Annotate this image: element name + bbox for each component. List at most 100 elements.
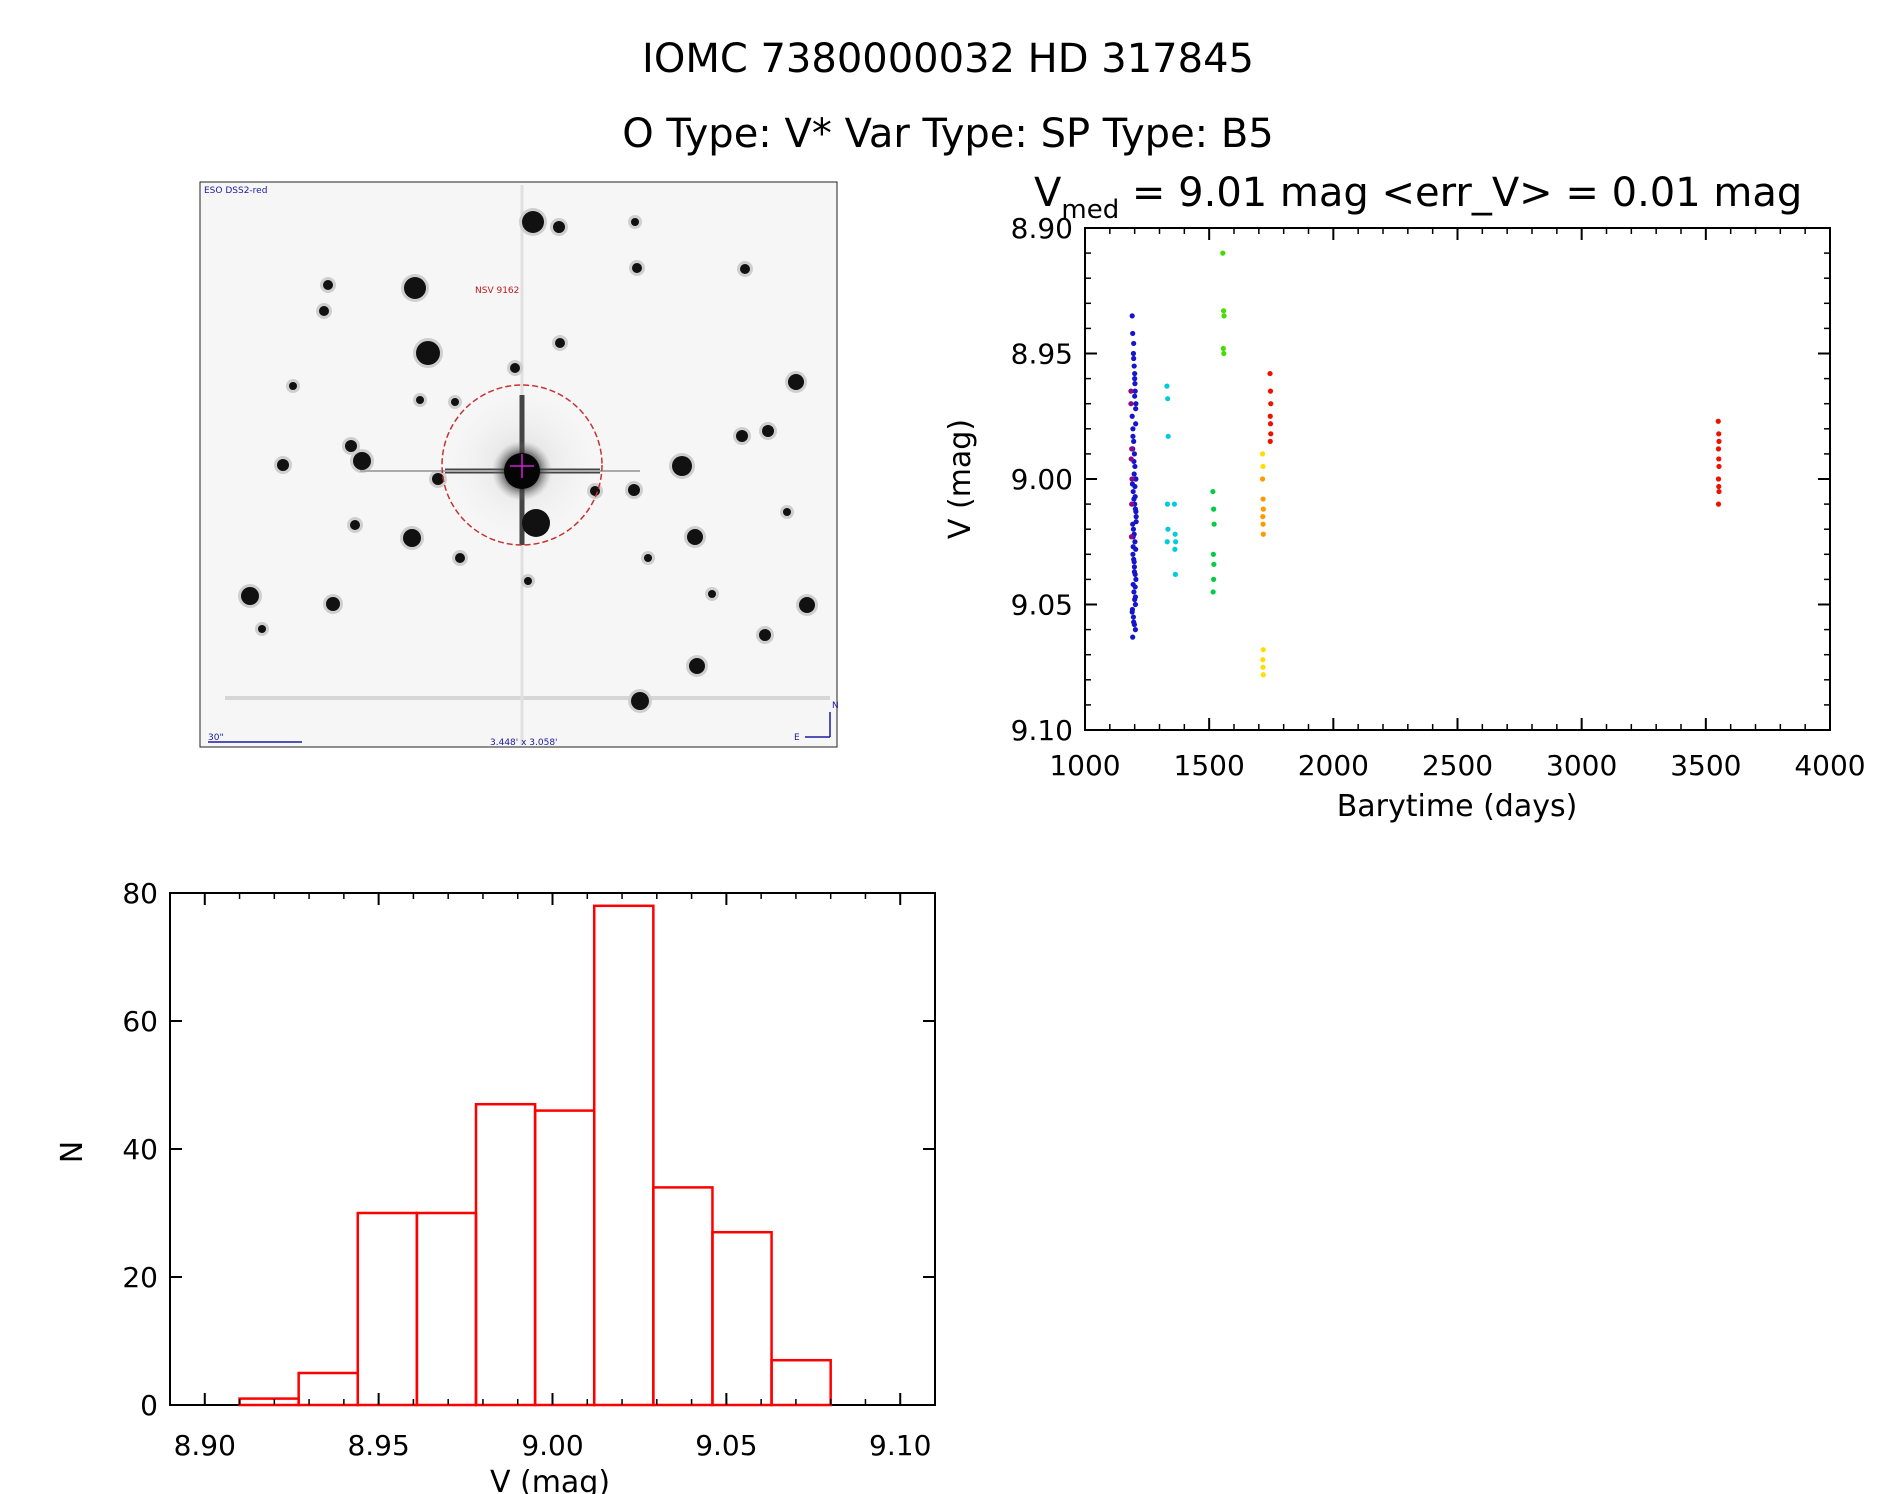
- star: [522, 211, 544, 233]
- lc-data-point: [1260, 664, 1266, 670]
- star: [631, 218, 639, 226]
- lc-y-axis-label: V (mag): [943, 419, 978, 539]
- lc-x-tick-label: 1000: [1049, 749, 1120, 782]
- hist-y-tick-label: 60: [122, 1005, 158, 1038]
- star: [432, 473, 444, 485]
- lc-data-point: [1132, 393, 1138, 399]
- lc-data-point: [1221, 313, 1227, 319]
- star: [759, 629, 771, 641]
- lc-data-point: [1267, 370, 1273, 377]
- lc-data-point: [1211, 576, 1217, 583]
- hist-x-tick-label: 9.05: [695, 1429, 757, 1462]
- lc-data-point: [1267, 421, 1274, 427]
- lc-data-point: [1716, 438, 1722, 444]
- lc-data-point: [1130, 330, 1136, 337]
- lc-data-point: [1172, 531, 1178, 537]
- lc-data-point: [1172, 571, 1178, 577]
- star: [762, 425, 774, 437]
- lc-data-point: [1132, 627, 1139, 633]
- star: [455, 553, 465, 563]
- hist-x-tick-label: 8.95: [347, 1429, 409, 1462]
- light-curve-chart: Vmed = 9.01 mag <err_V> = 0.01 mag 1000 1…: [943, 170, 1866, 824]
- lc-data-point: [1131, 569, 1138, 575]
- lc-data-point: [1267, 413, 1273, 419]
- lc-data-point: [1129, 609, 1135, 615]
- lc-data-point: [1259, 451, 1266, 457]
- lc-data-point: [1132, 370, 1138, 377]
- star: [451, 398, 459, 406]
- lc-axes: 1000 1500 2000 2500 3000 3500 4000 8.90 8.95 9.00…: [1011, 212, 1866, 782]
- lc-data-point: [1130, 426, 1136, 432]
- lc-data-point: [1260, 672, 1266, 678]
- lc-data-point: [1716, 456, 1722, 462]
- east-label: E: [794, 733, 800, 743]
- lc-data-point: [1210, 488, 1216, 495]
- lc-data-point: [1131, 355, 1137, 362]
- lc-data-point: [1173, 539, 1179, 545]
- star: [524, 577, 532, 585]
- star: [323, 280, 333, 290]
- star: [628, 484, 640, 496]
- star: [277, 459, 289, 471]
- lc-title-rest: = 9.01 mag <err_V> = 0.01 mag: [1119, 170, 1802, 216]
- lc-x-tick-label: 4000: [1794, 749, 1865, 782]
- lc-data-point: [1132, 463, 1138, 470]
- lc-data-point: [1260, 657, 1266, 663]
- field-size-label: 3.448' x 3.058': [490, 738, 558, 748]
- lc-data-point: [1132, 584, 1138, 590]
- hist-y-tick-label: 80: [122, 877, 158, 910]
- lc-data-point: [1133, 514, 1139, 520]
- lc-x-tick-label: 3500: [1670, 749, 1741, 782]
- lc-data-point: [1171, 501, 1177, 507]
- lc-y-tick-label: 9.10: [1011, 714, 1073, 747]
- lc-data-point: [1172, 546, 1178, 552]
- lc-x-tick-label: 1500: [1174, 749, 1245, 782]
- lc-data-point: [1165, 433, 1171, 439]
- lc-data-point: [1132, 594, 1139, 600]
- histogram-chart: 8.90 8.95 9.00 9.05 9.10 0 20 40 60 80 V (mag) N: [55, 877, 936, 1494]
- lc-data-point: [1260, 506, 1266, 512]
- hist-bar: [652, 1186, 714, 1407]
- finder-image: ESO DSS2-red NSV 9162 30" 3.448' x 3.058…: [199, 181, 839, 748]
- lc-data-point: [1260, 496, 1266, 502]
- star: [708, 590, 716, 598]
- lc-data-point: [1260, 531, 1266, 537]
- hist-bar: [474, 1102, 537, 1407]
- lc-data-point: [1131, 619, 1137, 625]
- lc-data-point: [1133, 421, 1139, 427]
- lc-title: Vmed = 9.01 mag <err_V> = 0.01 mag: [1034, 170, 1802, 225]
- lc-data-point: [1220, 345, 1226, 352]
- star: [353, 452, 371, 470]
- lc-data-point: [1131, 438, 1137, 444]
- star: [689, 658, 705, 674]
- lc-data-point: [1131, 363, 1137, 369]
- lc-y-tick-label: 9.05: [1011, 589, 1073, 622]
- lc-data-point: [1129, 446, 1135, 452]
- star: [631, 692, 649, 710]
- lc-data-point: [1131, 559, 1137, 565]
- star: [687, 529, 703, 545]
- lc-data-point: [1129, 413, 1135, 419]
- lc-data-point: [1130, 488, 1136, 495]
- lc-data-point: [1715, 476, 1722, 482]
- star: [632, 263, 642, 273]
- star: [788, 374, 804, 390]
- survey-label: ESO DSS2-red: [204, 186, 267, 196]
- star: [672, 456, 692, 476]
- lc-y-tick-label: 8.90: [1011, 212, 1073, 245]
- scale-label: 30": [208, 733, 224, 743]
- hist-x-tick-label: 9.00: [521, 1429, 583, 1462]
- lc-data-point: [1715, 418, 1721, 424]
- object-label: NSV 9162: [475, 286, 519, 296]
- hist-bar: [238, 1397, 300, 1407]
- lc-data-point: [1129, 501, 1135, 507]
- lc-data-point: [1716, 488, 1722, 495]
- lc-data-point: [1132, 483, 1138, 490]
- lc-data-point: [1128, 401, 1134, 407]
- lc-data-point: [1131, 451, 1138, 457]
- lc-data-point: [1716, 431, 1722, 437]
- star: [416, 341, 440, 365]
- figure-subtitle: O Type: V* Var Type: SP Type: B5: [622, 111, 1274, 157]
- hist-x-tick-label: 9.10: [869, 1429, 931, 1462]
- lc-y-tick-label: 9.00: [1011, 463, 1073, 496]
